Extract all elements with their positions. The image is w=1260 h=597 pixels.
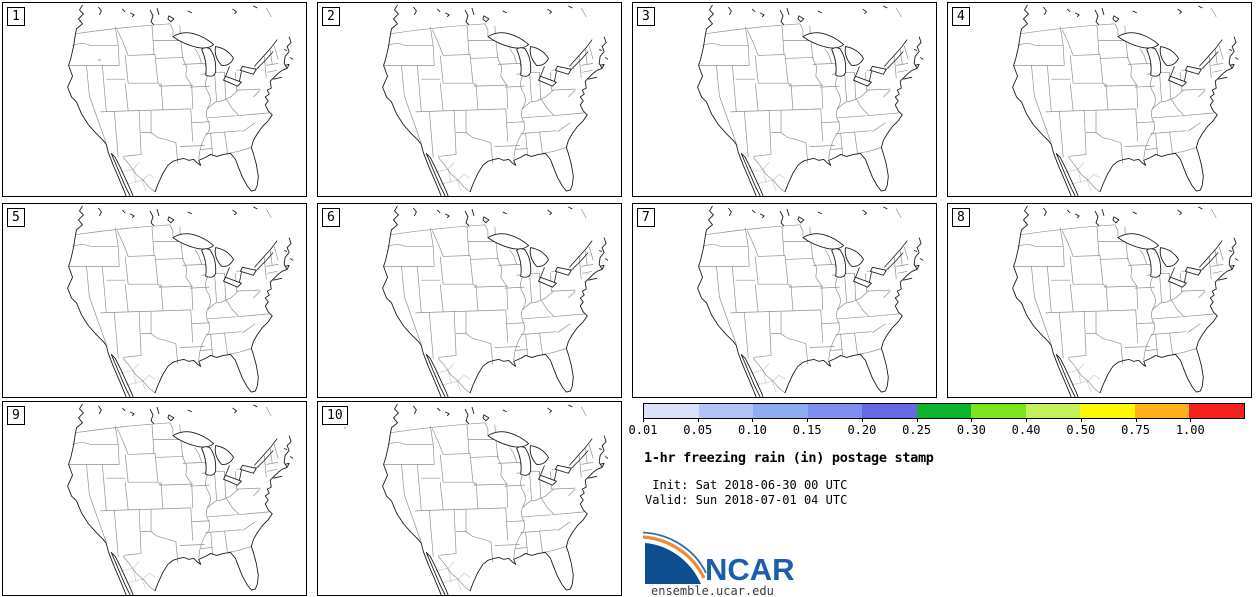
- panel-number-label: 1: [7, 7, 25, 26]
- conus-map: [382, 403, 609, 595]
- map-panel: 6: [317, 203, 622, 398]
- panel-number-label: 9: [7, 406, 25, 425]
- colorbar-tick-label: 0.01: [628, 423, 658, 437]
- conus-map: [67, 205, 294, 397]
- colorbar-tickmark: [1190, 418, 1192, 422]
- colorbar-tickmark: [752, 418, 754, 422]
- colorbar-segment: [1080, 404, 1135, 418]
- panel-number-label: 5: [7, 208, 25, 227]
- panel-number-label: 3: [637, 7, 655, 26]
- map-panel: 9: [2, 401, 307, 596]
- panel-number-label: 4: [952, 7, 970, 26]
- ncar-logo: NCAR: [643, 531, 795, 586]
- map-panel: 10: [317, 401, 622, 596]
- colorbar-segment: [698, 404, 754, 418]
- ncar-logo-text: NCAR: [705, 552, 795, 586]
- colorbar-tickmark: [697, 418, 699, 422]
- colorbar-tickmark: [971, 418, 973, 422]
- map-panel: 3: [632, 2, 937, 197]
- colorbar-tick-label: 0.30: [956, 423, 986, 437]
- site-url: ensemble.ucar.edu: [651, 584, 774, 597]
- colorbar-segment: [916, 404, 972, 418]
- panel-number-label: 6: [322, 208, 340, 227]
- conus-map: [1012, 4, 1239, 196]
- panel-number-label: 2: [322, 7, 340, 26]
- colorbar-tick-label: 0.40: [1011, 423, 1041, 437]
- valid-time-label: Valid: Sun 2018-07-01 04 UTC: [645, 493, 848, 507]
- colorbar-tick-label: 0.10: [738, 423, 767, 437]
- colorbar-tickmark: [1080, 418, 1082, 422]
- panel-number-label: 10: [322, 406, 348, 425]
- colorbar-tick-label: 0.15: [792, 423, 822, 437]
- panel-number-label: 8: [952, 208, 970, 227]
- colorbar-tick-label: 0.20: [847, 423, 877, 437]
- colorbar-segment: [1189, 404, 1245, 418]
- map-panel: 7: [632, 203, 937, 398]
- colorbar-segment: [753, 404, 808, 418]
- map-panel: 4: [947, 2, 1252, 197]
- freezing-rain-speck: [344, 427, 346, 429]
- colorbar-tick-label: 0.05: [683, 423, 713, 437]
- colorbar-segment: [971, 404, 1026, 418]
- colorbar-segment: [644, 404, 699, 418]
- conus-map: [1012, 205, 1239, 397]
- conus-map: [382, 205, 609, 397]
- conus-map: [697, 205, 924, 397]
- map-panel: 5: [2, 203, 307, 398]
- conus-map: [67, 4, 294, 196]
- colorbar-tickmark: [916, 418, 918, 422]
- colorbar-tickmark: [1135, 418, 1137, 422]
- conus-map: [697, 4, 924, 196]
- panel-number-label: 7: [637, 208, 655, 227]
- colorbar-segment: [1025, 404, 1081, 418]
- map-panel: 8: [947, 203, 1252, 398]
- colorbar-tick-labels: 0.01 0.05 0.10 0.15 0.20 0.25 0.30 0.40 0.50 0.75…: [629, 418, 1245, 438]
- colorbar-tickmark: [643, 418, 644, 422]
- colorbar-tick-label: 1.00: [1175, 423, 1205, 437]
- colorbar-tickmark: [861, 418, 863, 422]
- freezing-rain-speck: [98, 59, 101, 61]
- colorbar-segment: [862, 404, 917, 418]
- colorbar-tickmark: [807, 418, 809, 422]
- colorbar-tick-label: 0.50: [1066, 423, 1096, 437]
- init-time-label: Init: Sat 2018-06-30 00 UTC: [645, 478, 848, 492]
- colorbar-tick-label: 0.75: [1121, 423, 1150, 437]
- colorbar-segment: [807, 404, 863, 418]
- colorbar-segment: [1134, 404, 1190, 418]
- conus-map: [382, 4, 609, 196]
- conus-map: [67, 403, 294, 595]
- map-panel: 2: [317, 2, 622, 197]
- colorbar-tickmark: [1026, 418, 1028, 422]
- map-panel: 1: [2, 2, 307, 197]
- colorbar: [643, 403, 1245, 419]
- plot-title: 1-hr freezing rain (in) postage stamp: [644, 450, 934, 466]
- colorbar-tick-label: 0.25: [902, 423, 932, 437]
